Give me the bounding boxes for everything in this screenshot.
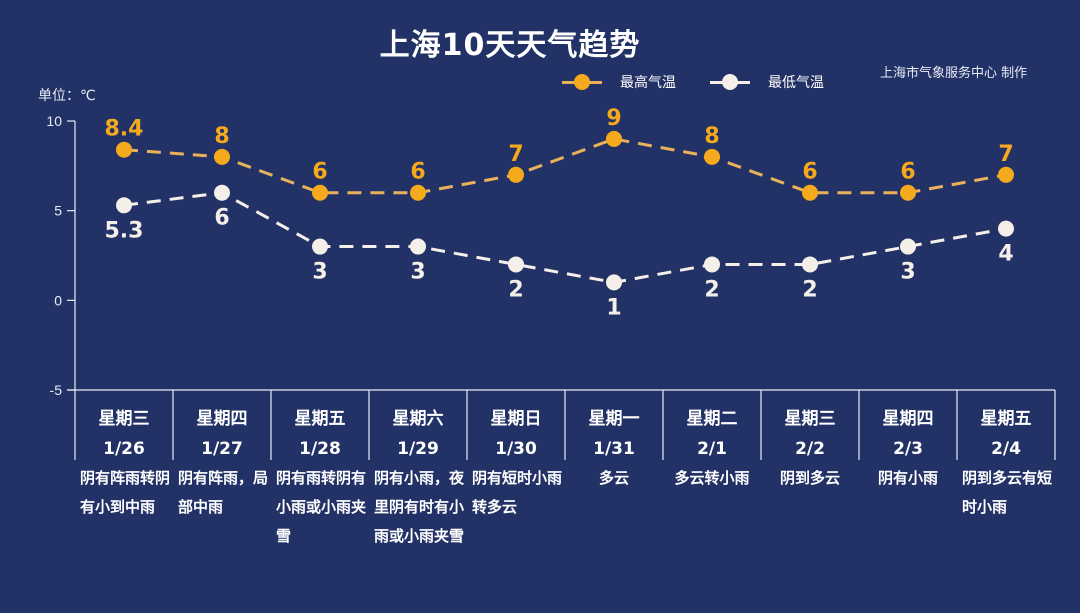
day-header: 星期二 2/1 — [663, 404, 761, 464]
weekday-label: 星期四 — [882, 409, 934, 429]
date-label: 2/4 — [991, 439, 1021, 459]
y-tick-label: -5 — [50, 382, 63, 398]
high-temp-label: 6 — [900, 160, 915, 185]
y-tick-label: 5 — [54, 203, 62, 219]
low-temp-point — [998, 220, 1014, 237]
weather-description: 阴到多云有短时小雨 — [962, 469, 1053, 516]
low-temp-point — [900, 238, 916, 255]
y-tick-label: 0 — [54, 292, 62, 308]
high-temp-point — [116, 141, 132, 158]
weekday-label: 星期三 — [98, 409, 150, 429]
day-header: 星期六 1/29 — [369, 404, 467, 464]
weather-description: 阴有雨转阴有小雨或小雨夹雪 — [276, 469, 367, 545]
weather-description: 阴有阵雨转阴有小到中雨 — [80, 469, 171, 516]
date-label: 2/1 — [697, 439, 727, 459]
high-temp-point — [606, 130, 622, 147]
low-temp-point — [116, 197, 132, 214]
high-temp-label: 6 — [802, 160, 817, 185]
chart-title: 上海10天天气趋势 — [0, 20, 1080, 64]
weather-description: 阴有阵雨，局部中雨 — [178, 469, 269, 516]
day-header: 星期五 1/28 — [271, 404, 369, 464]
weekday-label: 星期三 — [784, 409, 836, 429]
low-temp-label: 2 — [802, 277, 817, 302]
credit-text: 上海市气象服务中心 制作 — [880, 66, 1028, 81]
low-temp-label: 3 — [900, 260, 915, 285]
date-label: 1/27 — [201, 439, 243, 459]
low-temp-label: 6 — [214, 206, 229, 231]
high-temp-label: 8 — [214, 124, 229, 149]
low-temp-point — [312, 238, 328, 255]
weekday-label: 星期一 — [588, 409, 640, 429]
legend-high-marker-icon — [562, 74, 602, 90]
weather-description: 多云转小雨 — [674, 469, 750, 487]
low-temp-point — [214, 184, 230, 201]
low-temp-point — [704, 256, 720, 273]
date-label: 1/29 — [397, 439, 439, 459]
weather-description: 阴有小雨 — [877, 469, 938, 487]
high-temp-point — [312, 184, 328, 201]
high-temp-point — [704, 148, 720, 165]
high-temp-label: 9 — [606, 106, 621, 131]
low-temp-point — [410, 238, 426, 255]
low-temp-label: 3 — [410, 260, 425, 285]
weekday-label: 星期四 — [196, 409, 248, 429]
weekday-label: 星期日 — [490, 409, 542, 429]
high-temp-label: 6 — [312, 160, 327, 185]
day-header: 星期四 1/27 — [173, 404, 271, 464]
high-temp-point — [802, 184, 818, 201]
legend-item-low[interactable]: 最低气温 — [710, 72, 824, 92]
day-header: 星期四 2/3 — [859, 404, 957, 464]
day-header: 星期日 1/30 — [467, 404, 565, 464]
weekday-label: 星期五 — [294, 409, 346, 429]
weather-description: 多云 — [598, 469, 629, 487]
high-temp-point — [900, 184, 916, 201]
high-temp-label: 8 — [704, 124, 719, 149]
high-temp-label: 6 — [410, 160, 425, 185]
date-label: 1/31 — [593, 439, 635, 459]
date-label: 1/26 — [103, 439, 145, 459]
legend-item-high[interactable]: 最高气温 — [562, 72, 676, 92]
high-temp-point — [508, 166, 524, 183]
low-temp-label: 2 — [508, 277, 523, 302]
low-temp-label: 4 — [998, 242, 1013, 267]
weekday-label: 星期五 — [980, 409, 1032, 429]
date-label: 1/28 — [299, 439, 341, 459]
date-label: 2/3 — [893, 439, 923, 459]
weather-description: 阴到多云 — [779, 469, 840, 487]
high-temp-line — [123, 137, 1007, 195]
day-header: 星期三 1/26 — [75, 404, 173, 464]
high-temp-label: 8.4 — [105, 117, 144, 142]
unit-label: 单位：℃ — [38, 88, 96, 104]
low-temp-line — [123, 191, 1007, 284]
high-temp-label: 7 — [998, 142, 1013, 167]
weekday-label: 星期二 — [686, 409, 738, 429]
date-label: 2/2 — [795, 439, 825, 459]
low-temp-label: 2 — [704, 277, 719, 302]
low-temp-point — [802, 256, 818, 273]
date-label: 1/30 — [495, 439, 537, 459]
weekday-label: 星期六 — [392, 409, 444, 429]
day-header: 星期三 2/2 — [761, 404, 859, 464]
chart-title-text: 上海10天天气趋势 — [379, 28, 641, 63]
low-temp-label: 1 — [606, 295, 621, 320]
high-temp-label: 7 — [508, 142, 523, 167]
high-temp-point — [214, 148, 230, 165]
low-temp-label: 5.3 — [105, 218, 144, 243]
legend-high-label: 最高气温 — [620, 75, 676, 91]
weather-description: 阴有短时小雨转多云 — [472, 469, 563, 516]
y-tick-label: 10 — [46, 113, 62, 129]
low-temp-point — [606, 274, 622, 291]
weather-description: 阴有小雨，夜里阴有时有小雨或小雨夹雪 — [374, 469, 465, 545]
low-temp-point — [508, 256, 524, 273]
high-temp-point — [998, 166, 1014, 183]
low-temp-label: 3 — [312, 260, 327, 285]
high-temp-point — [410, 184, 426, 201]
day-header: 星期一 1/31 — [565, 404, 663, 464]
legend-low-label: 最低气温 — [768, 75, 824, 91]
legend-low-marker-icon — [710, 74, 750, 90]
day-header: 星期五 2/4 — [957, 404, 1055, 464]
